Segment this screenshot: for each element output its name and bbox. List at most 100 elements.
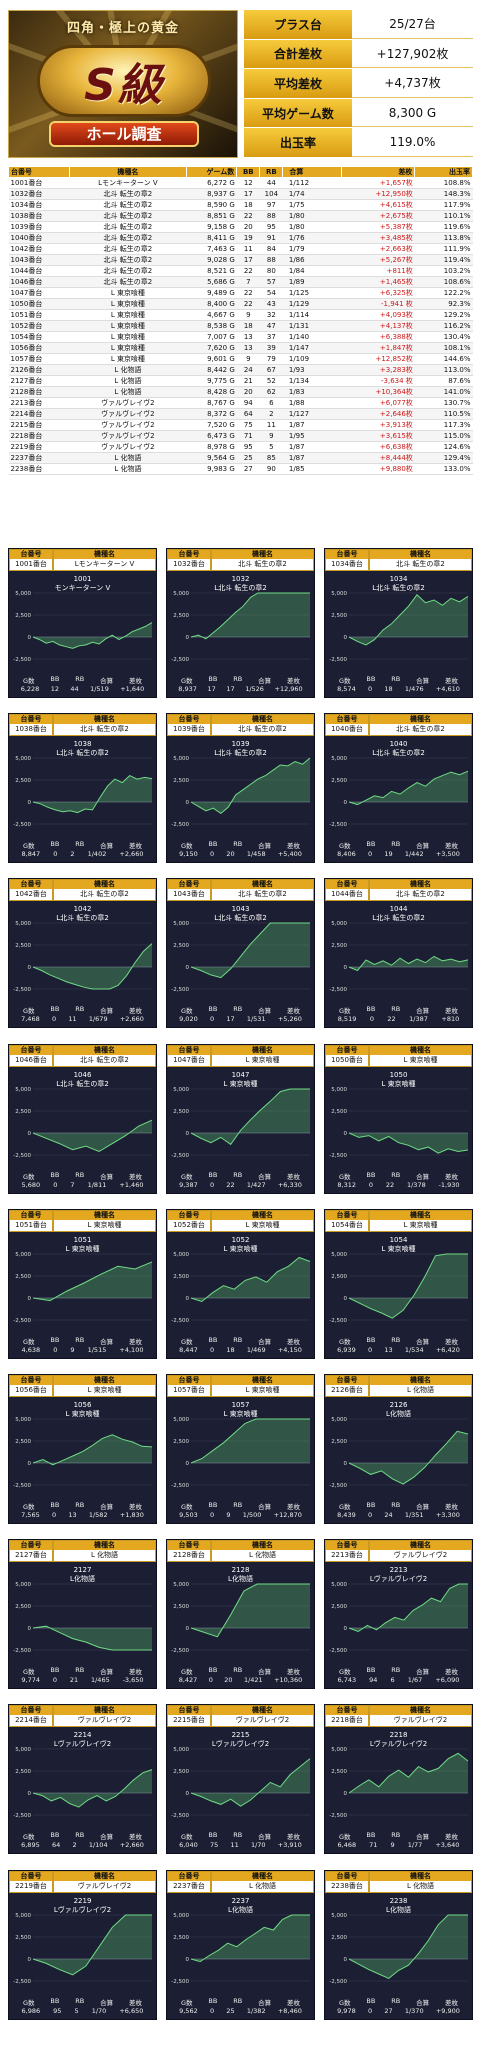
chart-model: L 東京喰種 — [381, 1244, 416, 1253]
model-name-cell: 機種名 北斗 転生の章2 — [369, 714, 472, 737]
y-tick-label: 2,500 — [15, 1439, 31, 1445]
footer-value: 0 — [367, 2006, 373, 2015]
footer-label: 合算 — [416, 1998, 430, 2007]
chart-model: L北斗 転生の章2 — [56, 1079, 109, 1088]
summary-label: 出玉率 — [244, 128, 352, 157]
chart-title: 1050 L 東京喰種 — [325, 1071, 472, 1089]
card-header: 台番号 1052番台 機種名 L 東京喰種 — [167, 1209, 314, 1232]
card-header: 台番号 1032番台 機種名 北斗 転生の章2 — [167, 549, 314, 571]
machine-number: 2218番台 — [331, 1716, 363, 1725]
table-cell: 1/129 — [282, 298, 342, 310]
footer-label: RB — [233, 1005, 243, 1014]
footer-labels: G数 BB RB 合算 差枚 — [167, 675, 314, 685]
y-tick-label: 0 — [344, 1461, 348, 1467]
series-line — [190, 1758, 311, 1808]
model-name-cell: 機種名 L 化物語 — [211, 1870, 314, 1893]
y-tick-label: -2,500 — [329, 1979, 347, 1985]
card-header: 台番号 1040番台 機種名 北斗 転生の章2 — [325, 714, 472, 737]
y-tick-label: 0 — [344, 800, 348, 806]
y-tick-label: 2,500 — [173, 613, 189, 619]
machine-number-label: 台番号 — [10, 715, 52, 725]
footer-value: +1,460 — [119, 1180, 144, 1189]
machine-number: 1001番台 — [15, 560, 47, 568]
area-fill — [191, 593, 310, 639]
table-cell: 85 — [259, 452, 283, 464]
footer-label: 合算 — [416, 1337, 430, 1346]
footer-value: 1/421 — [243, 1676, 263, 1685]
y-tick-label: -2,500 — [171, 1318, 189, 1324]
card-header: 台番号 1056番台 機種名 L 東京喰種 — [9, 1375, 156, 1397]
series-line — [32, 1914, 152, 1975]
table-cell: 80 — [259, 265, 283, 277]
table-cell: 2238番台 — [8, 463, 70, 475]
table-cell: ヴァルヴレイヴ2 — [69, 419, 187, 431]
area-fill — [33, 1434, 152, 1465]
footer-label: RB — [233, 1666, 243, 1675]
footer-values: 9,774 0 21 1/465 -3,650 — [9, 1676, 156, 1684]
chart-number: 2219 — [73, 1896, 92, 1905]
chart-card: 台番号 2127番台 機種名 L 化物語 2127 L化物語 5,000 2,500 0 -2,5… — [8, 1539, 157, 1690]
table-cell: 133.0% — [414, 463, 473, 475]
footer-label: RB — [75, 1996, 85, 2005]
footer-value: 0 — [367, 1345, 373, 1354]
summary-value: 8,300 G — [352, 98, 473, 128]
table-cell: 108.8% — [414, 177, 473, 189]
y-tick-label: 0 — [28, 1131, 32, 1137]
footer-label: 差枚 — [287, 1007, 301, 1016]
machine-number-cell: 台番号 2127番台 — [9, 1540, 53, 1563]
footer-label: 合算 — [416, 1172, 430, 1181]
y-tick-label: 5,000 — [15, 1087, 31, 1093]
card-header: 台番号 2238番台 機種名 L 化物語 — [325, 1870, 472, 1893]
footer-value: 1/811 — [87, 1180, 107, 1189]
model-name-cell: 機種名 ヴァルヴレイヴ2 — [53, 1870, 156, 1893]
footer-label: 合算 — [258, 1998, 272, 2007]
footer-value: +3,910 — [277, 1841, 302, 1850]
table-cell: 71 — [236, 430, 260, 442]
model-name: Lモンキーターン V — [74, 560, 135, 568]
footer-labels: G数 BB RB 合算 差枚 — [167, 1005, 314, 1015]
table-cell: +9,880枚 — [341, 463, 415, 475]
y-tick-label: 2,500 — [15, 1274, 31, 1280]
area-fill — [33, 1119, 152, 1152]
y-tick-label: 5,000 — [173, 1087, 189, 1093]
model-name-cell: 機種名 L 東京喰種 — [369, 1209, 472, 1232]
card-header: 台番号 1034番台 機種名 北斗 転生の章2 — [325, 549, 472, 571]
area-fill — [191, 758, 310, 814]
y-tick-label: 5,000 — [173, 1582, 189, 1588]
machine-number-label: 台番号 — [168, 1045, 210, 1055]
footer-label: RB — [233, 675, 243, 683]
table-cell: 141.0% — [414, 386, 473, 398]
machine-number-cell: 台番号 1050番台 — [325, 1044, 369, 1067]
footer-label: RB — [391, 1666, 401, 1675]
table-cell: 1054番台 — [8, 331, 70, 343]
chart-number: 1042 — [73, 905, 92, 914]
table-cell: 1/112 — [282, 177, 342, 189]
y-tick-label: 5,000 — [331, 1913, 347, 1919]
y-tick-label: 5,000 — [15, 921, 31, 927]
footer-label: BB — [208, 675, 218, 683]
y-tick-label: 2,500 — [331, 943, 347, 949]
chart-title: 1038 L北斗 転生の章2 — [9, 740, 156, 758]
model-name-cell: 機種名 北斗 転生の章2 — [53, 879, 156, 902]
table-cell: +10,364枚 — [341, 386, 415, 398]
machine-number: 1032番台 — [173, 560, 205, 568]
footer-values: 4,638 0 9 1/515 +4,100 — [9, 1346, 156, 1354]
series-line — [190, 1583, 310, 1638]
chart-model: Lヴァルヴレイヴ2 — [369, 1575, 428, 1584]
summary-panel: プラス台 25/27台 合計差枚 +127,902枚 平均差枚 +4,737枚 平均ゲーム数… — [244, 10, 473, 158]
table-cell: 9,489 G — [186, 287, 237, 299]
machine-number-cell: 台番号 1034番台 — [325, 549, 369, 571]
table-row: 1001番台 Lモンキーターン V 6,272 G 12 44 1/112 +1,657枚 1… — [8, 177, 473, 189]
machine-number-cell: 台番号 1052番台 — [167, 1209, 211, 1232]
model-name: L 東京喰種 — [245, 1220, 280, 1229]
table-cell: 110.5% — [414, 408, 473, 420]
y-tick-label: 2,500 — [331, 1274, 347, 1280]
card-footer: G数 BB RB 合算 差枚 6,939 0 13 1/534 +6,420 — [325, 1336, 472, 1354]
card-header: 台番号 2214番台 機種名 ヴァルヴレイヴ2 — [9, 1705, 156, 1728]
model-name-cell: 機種名 L 東京喰種 — [369, 1044, 472, 1067]
model-name-label: 機種名 — [212, 1376, 313, 1385]
footer-label: BB — [50, 675, 60, 683]
table-cell: 9 — [236, 309, 260, 321]
table-cell: 44 — [259, 177, 283, 189]
footer-label: BB — [208, 1831, 218, 1840]
